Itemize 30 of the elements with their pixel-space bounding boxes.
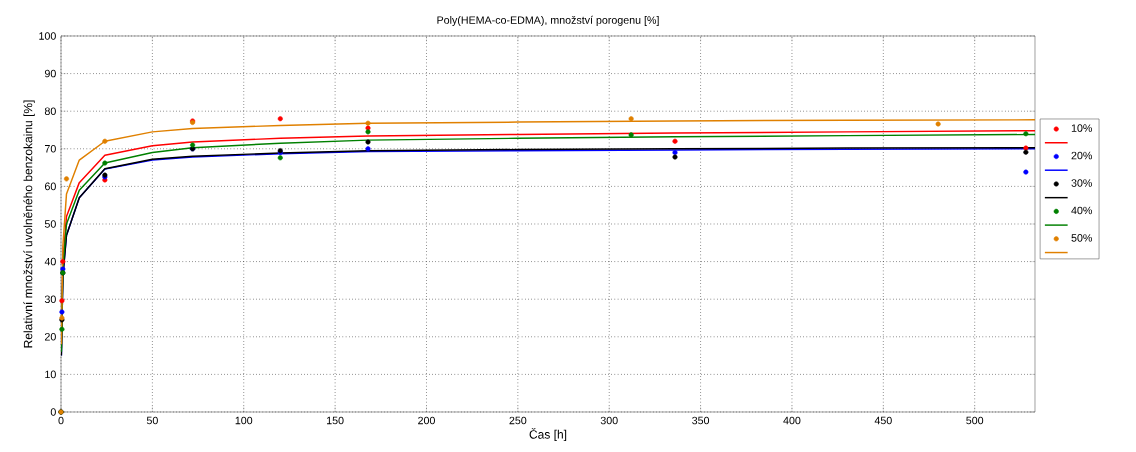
x-tick-label: 400 xyxy=(783,416,801,425)
x-tick-label: 50 xyxy=(146,416,158,425)
x-tick-label: 350 xyxy=(692,416,710,425)
y-tick-label: 40 xyxy=(44,257,56,266)
legend-label: 50% xyxy=(1071,234,1092,242)
y-tick-label: 90 xyxy=(44,69,56,78)
y-tick-label: 0 xyxy=(50,408,56,416)
y-tick-label: 30 xyxy=(44,295,56,303)
x-axis-title: Čas [h] xyxy=(529,428,567,442)
y-tick-label: 20 xyxy=(44,333,56,341)
y-axis-title: Relativní množství uvolněného benzokainu [%] xyxy=(23,100,35,348)
x-tick-label: 250 xyxy=(509,416,527,425)
y-tick-label: 60 xyxy=(44,182,56,191)
x-tick-label: 300 xyxy=(600,416,618,425)
legend-label: 10% xyxy=(1071,124,1092,132)
x-tick-label: 100 xyxy=(235,416,253,425)
legend-label: 40% xyxy=(1071,206,1092,215)
x-tick-label: 500 xyxy=(966,416,984,425)
chart-title: Poly(HEMA-co-EDMA), množství porogenu [%] xyxy=(437,15,659,26)
legend-label: 20% xyxy=(1071,151,1092,160)
y-tick-label: 70 xyxy=(44,145,56,153)
y-tick-label: 80 xyxy=(44,107,56,115)
legend-label: 30% xyxy=(1071,179,1092,187)
y-tick-label: 10 xyxy=(45,370,56,379)
x-tick-label: 200 xyxy=(418,416,435,425)
y-tick-label: 100 xyxy=(39,32,56,40)
y-tick-label: 50 xyxy=(44,220,56,228)
x-tick-label: 0 xyxy=(58,416,64,425)
x-tick-label: 150 xyxy=(327,416,344,425)
x-tick-label: 450 xyxy=(874,416,892,425)
